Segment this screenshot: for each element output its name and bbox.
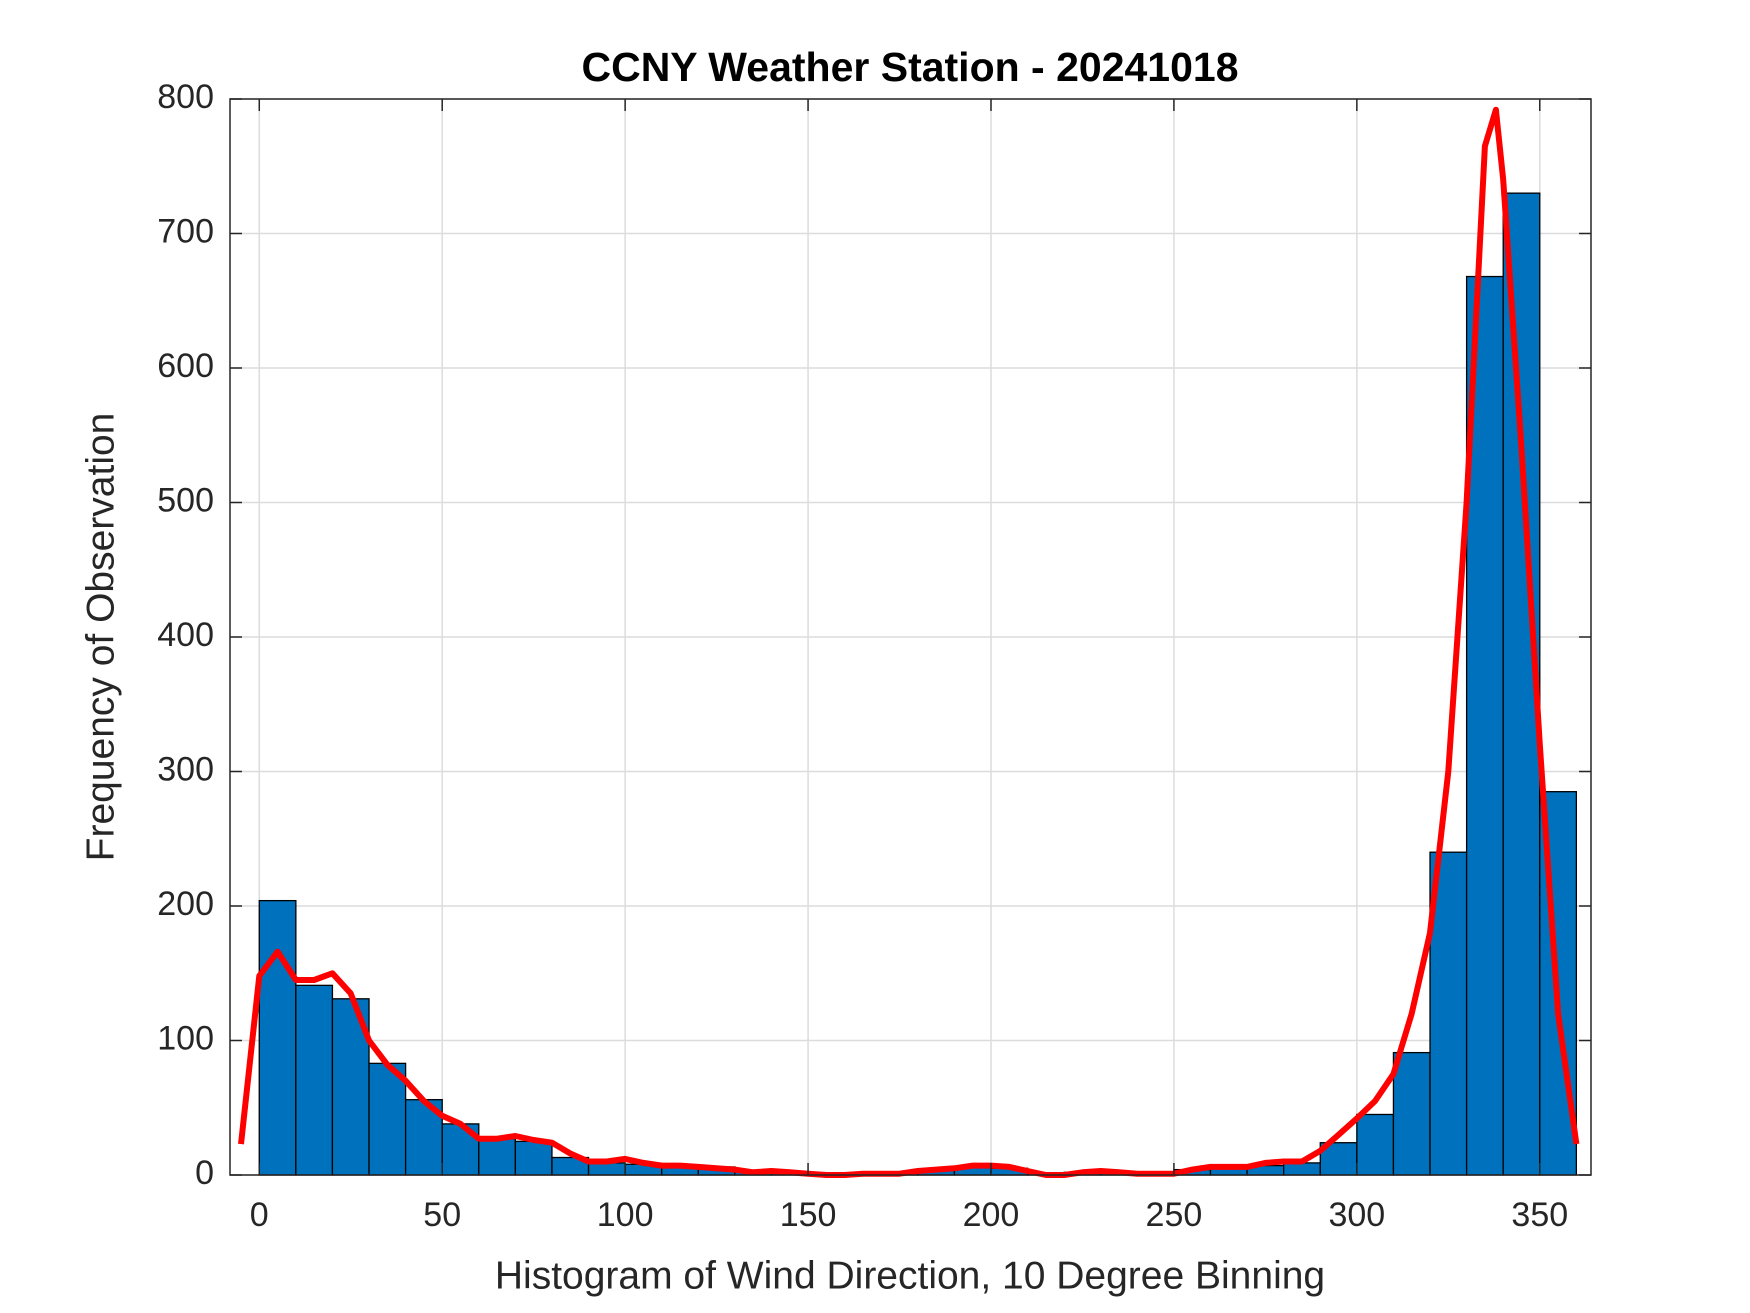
y-axis-label: Frequency of Observation xyxy=(79,413,122,862)
y-tick-label: 600 xyxy=(157,347,214,385)
y-tick-label: 500 xyxy=(157,481,214,519)
x-tick-label: 0 xyxy=(250,1196,269,1234)
bar xyxy=(295,984,334,1176)
x-axis-label: Histogram of Wind Direction, 10 Degree B… xyxy=(495,1254,1325,1297)
y-tick-label: 200 xyxy=(157,885,214,923)
bar xyxy=(1356,1113,1395,1176)
bar xyxy=(478,1138,517,1176)
bar xyxy=(514,1140,553,1176)
y-tick-label: 0 xyxy=(195,1154,214,1192)
y-tick-label: 800 xyxy=(157,78,214,116)
x-tick-label: 350 xyxy=(1511,1196,1568,1234)
bar xyxy=(258,899,297,1176)
bar xyxy=(368,1062,407,1176)
x-tick-label: 50 xyxy=(423,1196,461,1234)
y-tick-label: 300 xyxy=(157,750,214,788)
bar xyxy=(331,998,370,1176)
y-tick-label: 400 xyxy=(157,616,214,654)
x-tick-label: 300 xyxy=(1328,1196,1385,1234)
bar xyxy=(1392,1051,1431,1176)
y-tick-label: 700 xyxy=(157,212,214,250)
x-tick-label: 100 xyxy=(597,1196,654,1234)
x-tick-label: 150 xyxy=(780,1196,837,1234)
bar xyxy=(587,1162,626,1176)
x-tick-label: 250 xyxy=(1146,1196,1203,1234)
y-tick-label: 100 xyxy=(157,1019,214,1057)
x-tick-label: 200 xyxy=(963,1196,1020,1234)
curve-line xyxy=(238,106,1580,1178)
bar xyxy=(1283,1162,1321,1176)
chart-title: CCNY Weather Station - 20241018 xyxy=(581,44,1238,90)
